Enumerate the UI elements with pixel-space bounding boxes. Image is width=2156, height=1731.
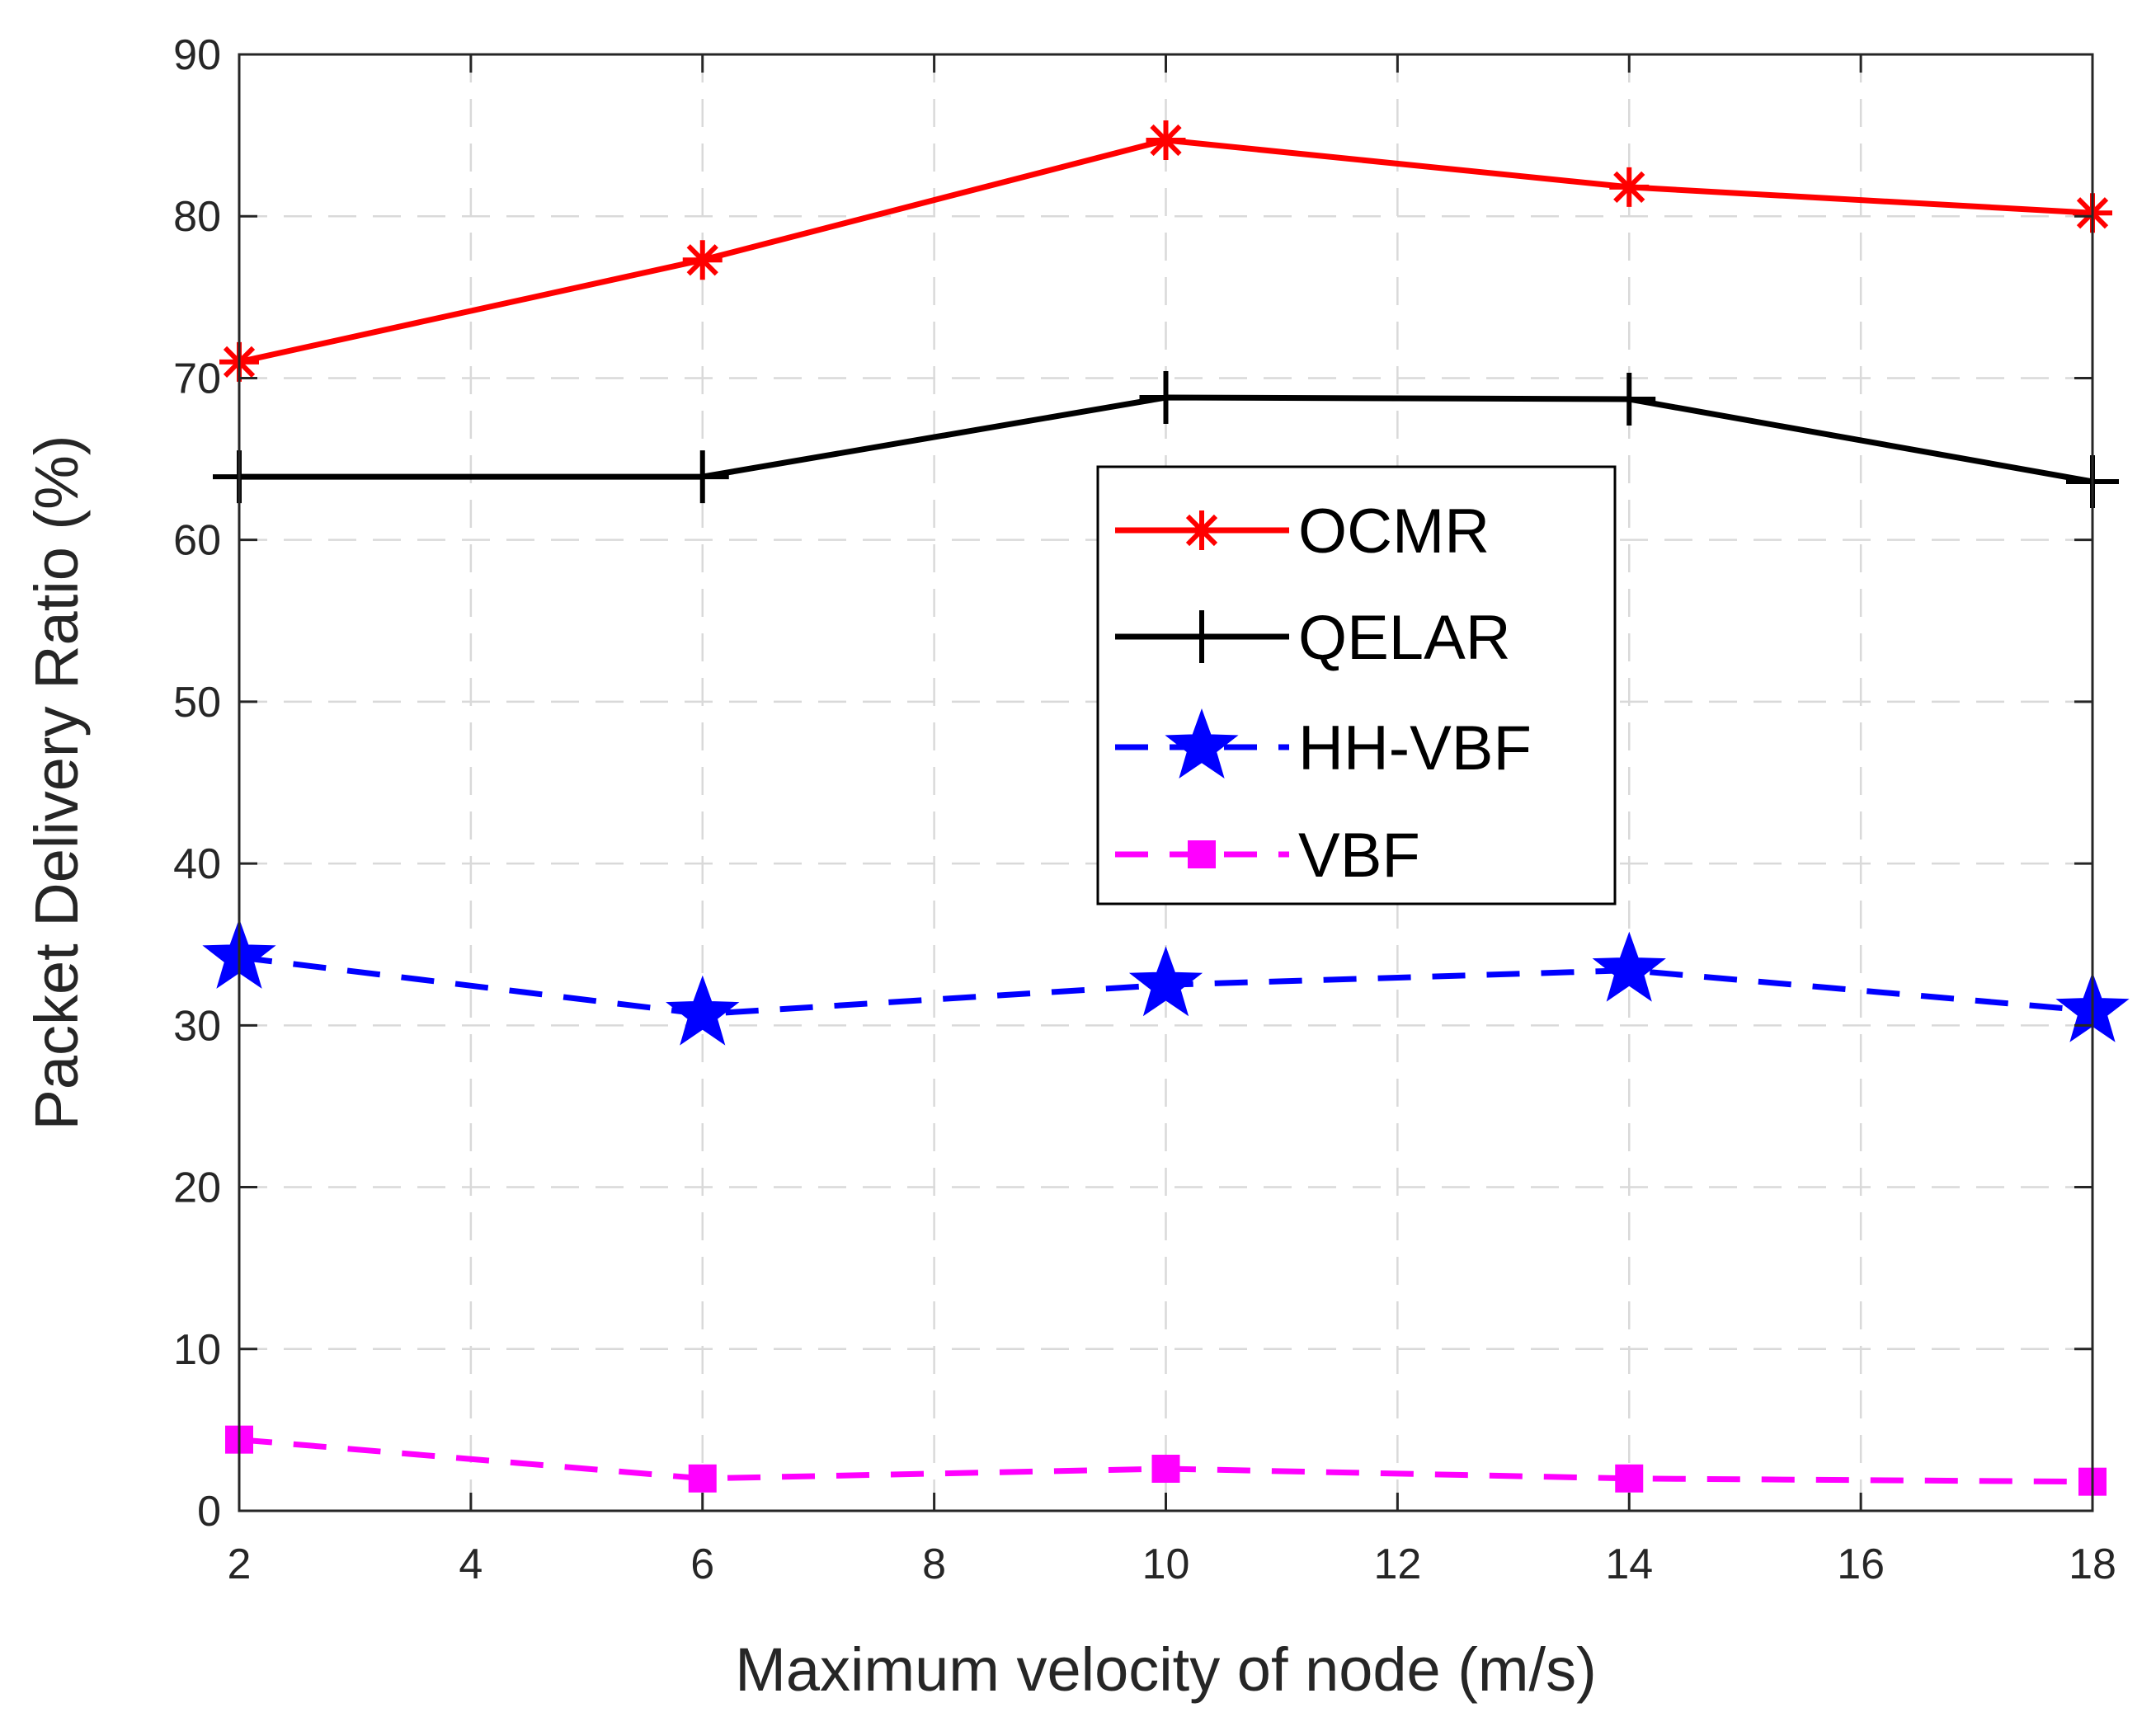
x-tick-label: 4	[459, 1540, 483, 1588]
x-tick-label: 12	[1373, 1540, 1421, 1588]
data-point-ocmr	[1609, 167, 1650, 207]
y-tick-label: 60	[173, 517, 221, 565]
x-tick-label: 14	[1605, 1540, 1653, 1588]
data-point-vbf	[1151, 1454, 1180, 1483]
y-tick-label: 40	[173, 840, 221, 888]
legend-label-vbf: VBF	[1298, 821, 1420, 891]
data-point-hh-vbf	[666, 975, 740, 1046]
y-tick-label: 90	[173, 31, 221, 79]
y-tick-label: 0	[197, 1488, 221, 1536]
x-tick-label: 6	[690, 1540, 714, 1588]
data-point-qelar	[676, 450, 729, 504]
legend-marker-ocmr	[1182, 510, 1222, 550]
legend-box	[1096, 465, 1617, 905]
x-tick-label: 16	[1837, 1540, 1885, 1588]
data-point-hh-vbf	[1592, 931, 1666, 1002]
y-axis-title: Packet Delivery Ratio (%)	[22, 435, 91, 1130]
legend-marker-hh-vbf	[1165, 708, 1239, 778]
x-axis-title: Maximum velocity of node (m/s)	[735, 1635, 1597, 1704]
grid	[239, 54, 2092, 1511]
x-tick-label: 8	[922, 1540, 946, 1588]
legend-marker-qelar	[1175, 610, 1228, 663]
data-point-vbf	[1615, 1464, 1644, 1493]
y-tick-label: 20	[173, 1164, 221, 1212]
axis-ticks: 2 4 6 8 10 12 14 16 18 0 10 20 30 40 50 60 70 80 90	[173, 31, 2116, 1588]
data-point-hh-vbf	[1128, 946, 1203, 1017]
y-tick-label: 80	[173, 193, 221, 241]
data-point-qelar	[1603, 372, 1656, 426]
data-point-qelar	[1139, 370, 1193, 424]
data-point-ocmr	[1146, 120, 1186, 160]
y-tick-label: 50	[173, 679, 221, 727]
data-point-ocmr	[682, 240, 723, 280]
x-tick-label: 10	[1142, 1540, 1190, 1588]
y-tick-label: 10	[173, 1326, 221, 1374]
y-tick-label: 30	[173, 1002, 221, 1050]
legend-label-ocmr: OCMR	[1298, 496, 1490, 567]
legend-marker-vbf	[1188, 840, 1216, 868]
series-vbf	[225, 1425, 2107, 1496]
legend-label-qelar: QELAR	[1298, 603, 1511, 673]
y-tick-label: 70	[173, 355, 221, 402]
x-tick-label: 18	[2069, 1540, 2116, 1588]
legend: OCMR QELAR HH-VBF VBF	[1096, 465, 1617, 905]
data-point-vbf	[688, 1464, 717, 1493]
x-tick-label: 2	[228, 1540, 252, 1588]
legend-label-hh-vbf: HH-VBF	[1298, 713, 1532, 783]
